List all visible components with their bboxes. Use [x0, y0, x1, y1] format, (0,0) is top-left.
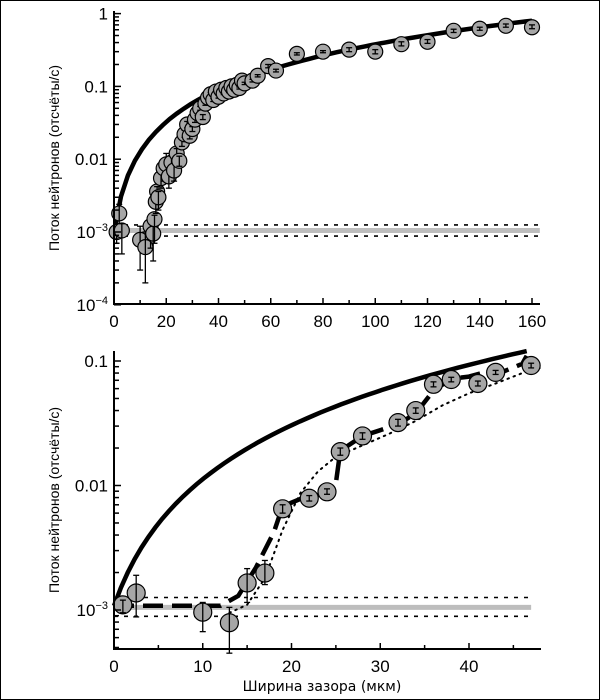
x-tick-label: 100 — [361, 312, 389, 331]
y-tick-label: 0.01 — [75, 477, 108, 496]
top-data-point — [150, 189, 167, 211]
top-data-point — [171, 152, 188, 169]
bottom-data-point — [255, 559, 275, 586]
bottom-data-point — [237, 567, 257, 604]
bottom-data-point — [388, 413, 408, 433]
top-data-point — [288, 45, 305, 62]
bottom-data-point — [219, 606, 239, 654]
bottom-dashed-fit — [114, 354, 529, 609]
bottom-y-ticks: 10−3 0.01 0.1 — [75, 352, 121, 649]
x-tick-label: 40 — [209, 312, 228, 331]
bottom-data-point — [126, 574, 146, 618]
y-tick-label: 1 — [99, 5, 108, 24]
x-tick-label: 30 — [371, 657, 390, 676]
top-data-point — [419, 33, 436, 50]
bottom-data-point — [423, 374, 444, 394]
x-tick-label: 140 — [466, 312, 494, 331]
x-tick-label: 80 — [314, 312, 333, 331]
x-tick-label: 0 — [109, 312, 118, 331]
bottom-data-point — [521, 355, 541, 376]
bottom-x-ticks: 0 10 20 30 40 — [109, 643, 515, 676]
bottom-data-point — [273, 499, 293, 519]
top-y-ticks: 10−4 10−3 0.01 0.1 1 — [75, 5, 121, 315]
y-tick-label: 0.1 — [84, 352, 108, 371]
top-data-point — [267, 62, 285, 79]
y-tick-label: 10−3 — [77, 222, 108, 242]
top-x-ticks: 0 20 40 60 80 100 120 140 160 — [109, 298, 546, 331]
x-tick-label: 120 — [413, 312, 441, 331]
top-data-point — [523, 19, 541, 36]
y-tick-label: 0.1 — [84, 77, 108, 96]
top-data-point — [393, 36, 410, 53]
top-panel: 10−4 10−3 0.01 0.1 1 0 20 40 60 80 100 120 140 160 П… — [46, 5, 546, 331]
top-data-point — [249, 67, 266, 84]
bottom-data-point — [352, 426, 373, 446]
bottom-data-point — [317, 482, 337, 502]
bottom-panel: 10−3 0.01 0.1 0 10 20 30 40 Поток нейтронов (о… — [46, 348, 541, 695]
top-data-point — [314, 43, 332, 60]
bottom-x-axis-label: Ширина зазора (мкм) — [243, 679, 402, 695]
x-tick-label: 40 — [460, 657, 479, 676]
top-data-point — [497, 17, 514, 34]
bottom-y-axis-label: Поток нейтронов (отсчёты/с) — [46, 407, 62, 593]
x-tick-label: 160 — [518, 312, 546, 331]
x-tick-label: 60 — [261, 312, 280, 331]
y-tick-label: 0.01 — [75, 150, 108, 169]
top-data-point — [194, 108, 211, 126]
bottom-data-point — [299, 488, 319, 508]
top-data-point — [445, 22, 462, 39]
bottom-data-point — [406, 400, 426, 421]
x-tick-label: 20 — [282, 657, 301, 676]
bottom-data-point — [193, 601, 213, 633]
top-data-point — [146, 211, 163, 244]
bottom-dotted-fit — [228, 366, 541, 614]
y-tick-label: 10−3 — [77, 600, 108, 620]
top-data-point — [367, 43, 384, 60]
y-tick-label: 10−4 — [77, 295, 108, 315]
top-plot-area — [108, 17, 541, 284]
bottom-data-point — [441, 369, 461, 390]
x-tick-label: 20 — [157, 312, 176, 331]
x-tick-label: 0 — [109, 657, 118, 676]
top-data-point — [471, 20, 488, 37]
x-tick-label: 10 — [193, 657, 212, 676]
bottom-data-point — [486, 362, 506, 382]
bottom-data-point — [468, 373, 488, 394]
top-data-point — [137, 231, 154, 284]
top-y-axis-label: Поток нейтронов (отсчёты/с) — [46, 65, 62, 251]
bottom-data-point — [330, 442, 350, 462]
bottom-plot-area — [111, 348, 541, 654]
bottom-theory-curve — [111, 348, 528, 607]
top-data-point — [341, 41, 358, 58]
